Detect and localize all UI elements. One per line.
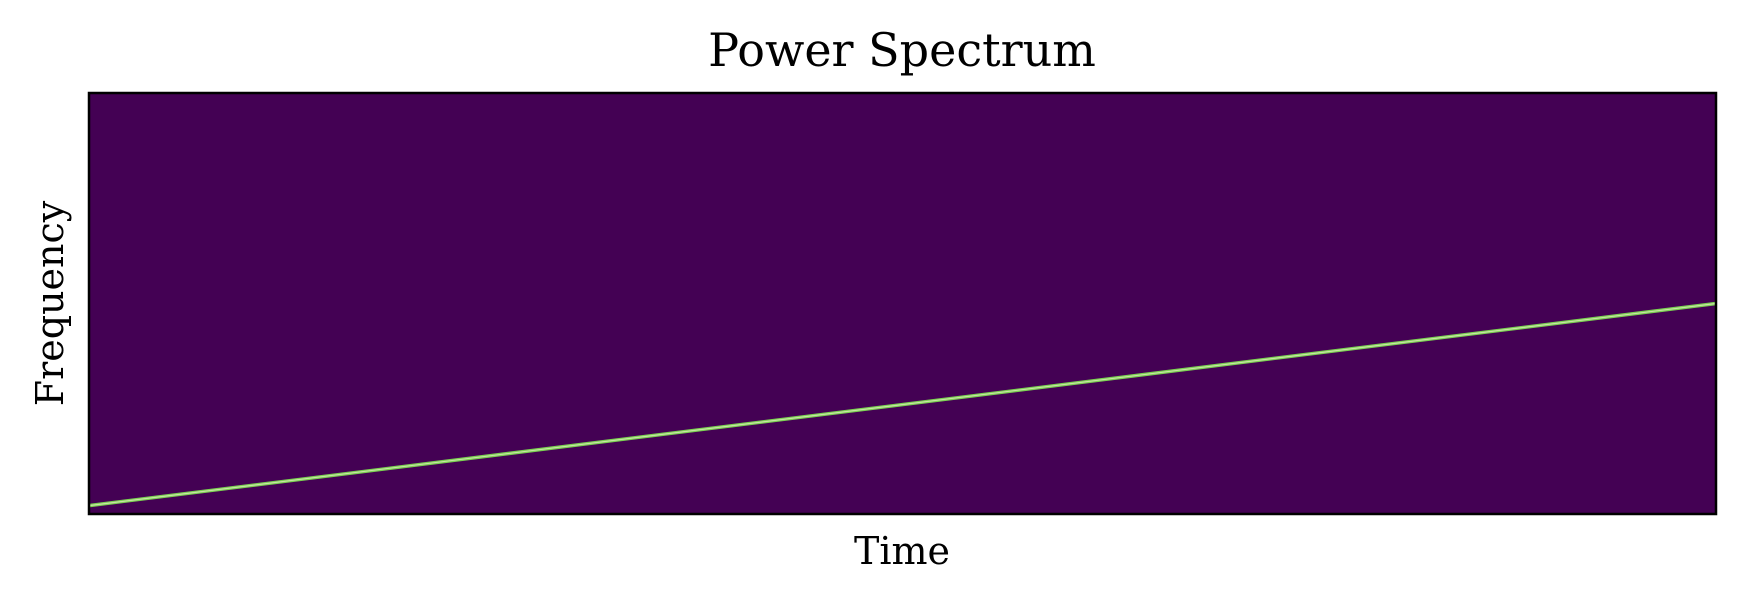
- plot-frame: [87, 91, 1718, 516]
- ridge-layer: [88, 301, 1717, 508]
- y-axis-label: Frequency: [28, 200, 72, 406]
- ridge-line: [88, 302, 1717, 507]
- spectrogram-background: [89, 93, 1716, 514]
- x-axis-label: Time: [854, 529, 950, 573]
- chart-title: Power Spectrum: [708, 23, 1096, 77]
- plot-area: [87, 91, 1718, 516]
